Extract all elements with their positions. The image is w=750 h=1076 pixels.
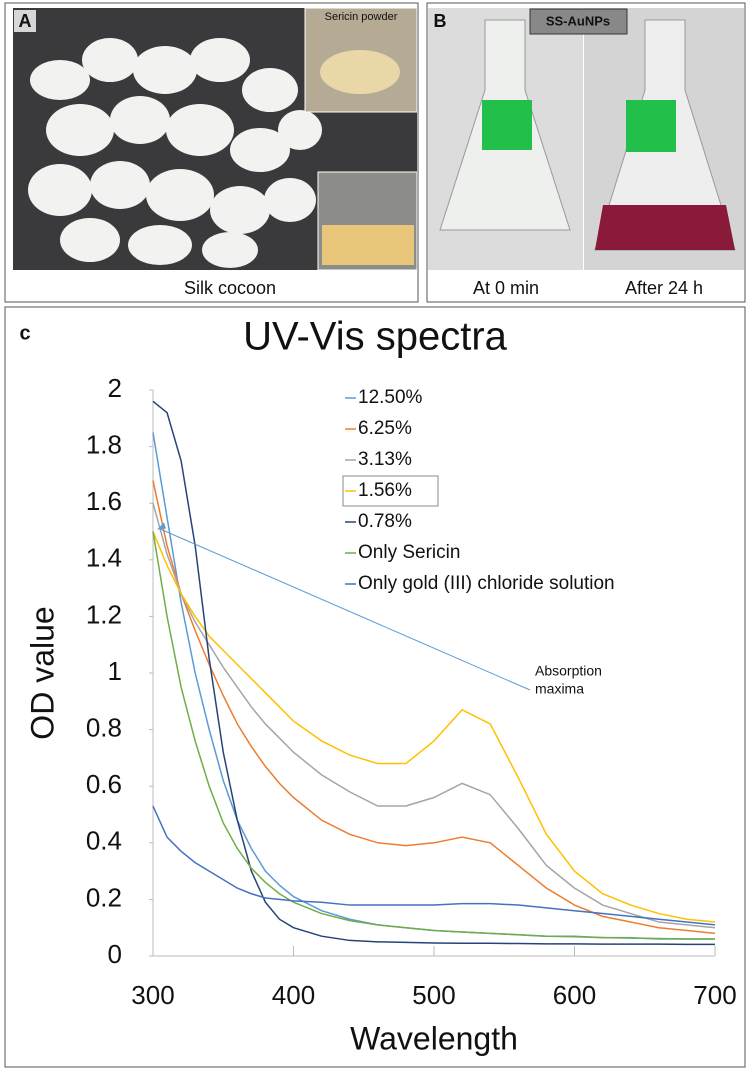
x-axis-label: Wavelength bbox=[350, 1020, 518, 1056]
y-tick-label: 2 bbox=[108, 373, 122, 403]
panel-label: B bbox=[434, 11, 447, 31]
panel-label: A bbox=[19, 11, 32, 31]
legend-label: 3.13% bbox=[358, 449, 412, 470]
series-line bbox=[152, 531, 716, 923]
plot: 0 0.2 0.4 0.6 0.8 1 1.2 1.4 1.6 1.8 2 300 400 500 600 7… bbox=[86, 373, 737, 1010]
y-tick-label: 0 bbox=[108, 939, 122, 969]
annotation-arrow bbox=[158, 528, 531, 691]
panel-c-frame bbox=[4, 306, 746, 1068]
sericin-solution bbox=[322, 225, 414, 265]
series-line bbox=[152, 503, 716, 929]
tag-right bbox=[626, 100, 676, 152]
x-tick-label: 700 bbox=[693, 980, 736, 1010]
annotation: maxima bbox=[535, 681, 584, 697]
annotation: Absorption bbox=[535, 663, 602, 679]
y-tick-label: 1.6 bbox=[86, 486, 122, 516]
cocoons bbox=[28, 38, 322, 268]
x-tick-label: 600 bbox=[553, 980, 596, 1010]
y-tick-label: 0.2 bbox=[86, 882, 122, 912]
y-tick-label: 1.4 bbox=[86, 543, 122, 573]
legend-label: 12.50% bbox=[358, 387, 423, 408]
legend-label: Only Sericin bbox=[358, 542, 460, 563]
y-tick-label: 0.6 bbox=[86, 769, 122, 799]
y-tick-label: 1 bbox=[108, 656, 122, 686]
arrow-head bbox=[157, 522, 166, 530]
x-tick-label: 400 bbox=[272, 980, 315, 1010]
gold-solution bbox=[595, 205, 735, 250]
panel-title: SS-AuNPs bbox=[546, 13, 610, 28]
y-tick-label: 1.8 bbox=[86, 429, 122, 459]
legend-label: 6.25% bbox=[358, 418, 412, 439]
y-tick-label: 1.2 bbox=[86, 599, 122, 629]
label-bg bbox=[14, 10, 36, 32]
sericin-powder bbox=[320, 50, 400, 94]
legend-label: 0.78% bbox=[358, 511, 412, 532]
x-tick-label: 500 bbox=[412, 980, 455, 1010]
y-axis-label: OD value bbox=[24, 606, 60, 739]
series-line bbox=[152, 805, 716, 926]
caption: After 24 h bbox=[625, 278, 703, 298]
legend-label: Only gold (III) chloride solution bbox=[358, 573, 615, 594]
y-tick-label: 0.8 bbox=[86, 712, 122, 742]
x-tick-label: 300 bbox=[131, 980, 174, 1010]
caption: At 0 min bbox=[473, 278, 539, 298]
title-box bbox=[529, 8, 628, 35]
chart-title: UV-Vis spectra bbox=[243, 315, 508, 359]
inset-label: Sericin powder bbox=[325, 11, 398, 23]
legend-label: 1.56% bbox=[358, 480, 412, 501]
y-tick-label: 0.4 bbox=[86, 826, 122, 856]
caption: Silk cocoon bbox=[184, 278, 276, 298]
series-line bbox=[152, 400, 715, 946]
series-line bbox=[152, 531, 715, 940]
legend-highlight bbox=[342, 475, 439, 507]
panel-label: c bbox=[19, 322, 30, 344]
tag-left bbox=[482, 100, 532, 150]
